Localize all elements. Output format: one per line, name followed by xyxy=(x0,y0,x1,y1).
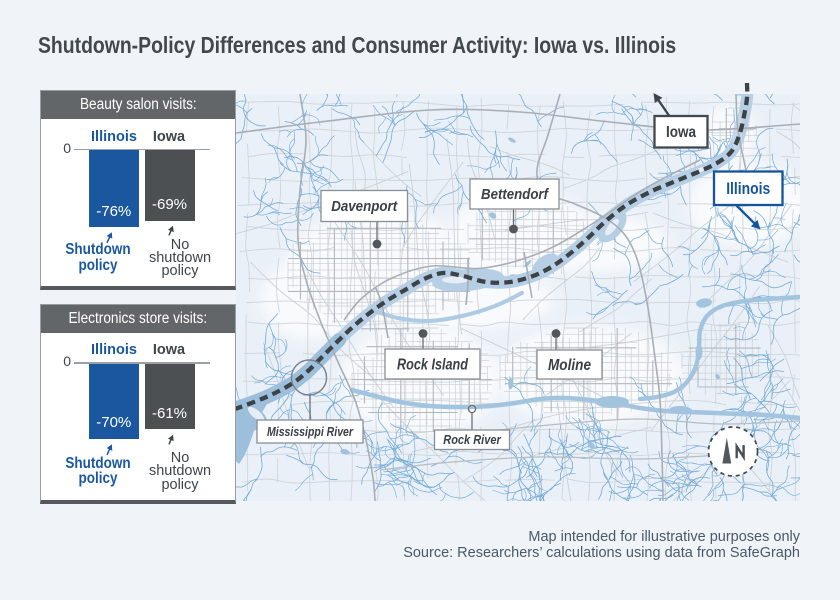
svg-text:Bettendorf: Bettendorf xyxy=(481,186,550,203)
svg-text:Mississippi River: Mississippi River xyxy=(267,424,354,439)
svg-text:Moline: Moline xyxy=(548,357,591,374)
svg-text:Iowa: Iowa xyxy=(666,124,696,141)
svg-text:Rock Island: Rock Island xyxy=(397,356,468,373)
svg-text:Davenport: Davenport xyxy=(331,198,398,215)
svg-text:Rock River: Rock River xyxy=(443,433,501,447)
svg-text:Illinois: Illinois xyxy=(726,179,770,198)
